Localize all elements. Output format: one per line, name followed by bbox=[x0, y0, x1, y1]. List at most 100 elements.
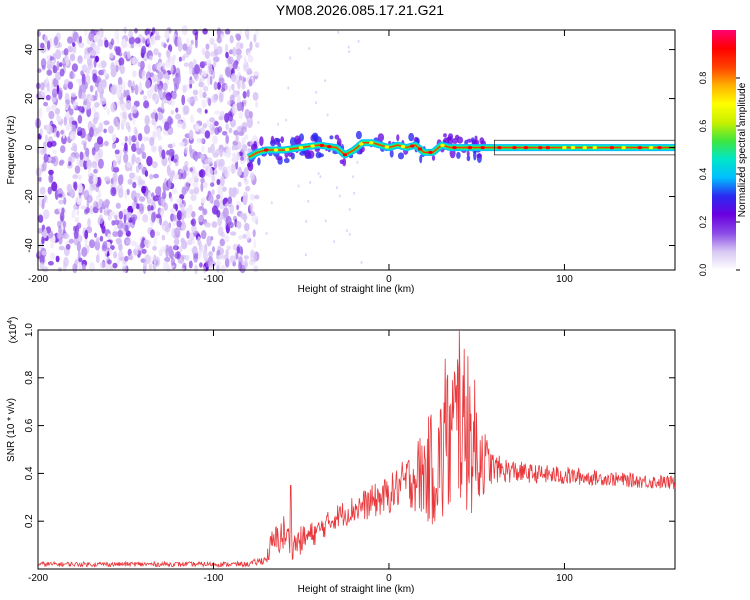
noise-speck bbox=[228, 85, 232, 93]
noise-speck bbox=[239, 264, 246, 274]
noise-speck bbox=[335, 186, 338, 190]
noise-speck bbox=[198, 88, 203, 99]
noise-speck bbox=[43, 101, 49, 107]
noise-speck bbox=[218, 77, 225, 84]
signal-halo bbox=[408, 132, 415, 142]
noise-speck bbox=[125, 224, 129, 233]
noise-speck bbox=[65, 57, 70, 66]
y-tick-label: 0.2 bbox=[24, 514, 35, 528]
noise-speck bbox=[173, 244, 178, 251]
noise-speck bbox=[125, 239, 131, 245]
signal-spot bbox=[417, 147, 423, 151]
noise-speck bbox=[95, 254, 100, 264]
noise-speck bbox=[41, 236, 45, 245]
noise-speck bbox=[207, 63, 213, 71]
noise-speck bbox=[360, 261, 363, 264]
noise-speck bbox=[71, 120, 78, 125]
noise-speck bbox=[118, 65, 122, 71]
noise-speck bbox=[199, 169, 206, 178]
noise-speck bbox=[146, 37, 150, 45]
noise-speck bbox=[239, 212, 246, 219]
noise-speck bbox=[148, 263, 153, 270]
noise-speck bbox=[188, 260, 193, 269]
noise-speck bbox=[175, 107, 179, 113]
noise-speck bbox=[182, 105, 187, 116]
noise-speck bbox=[102, 241, 108, 252]
noise-speck bbox=[96, 136, 104, 145]
noise-speck bbox=[43, 153, 49, 163]
noise-speck bbox=[120, 103, 125, 109]
noise-speck bbox=[92, 174, 98, 185]
noise-speck bbox=[65, 243, 71, 250]
noise-speck bbox=[209, 75, 213, 85]
noise-speck bbox=[173, 238, 180, 246]
noise-speck bbox=[253, 265, 259, 273]
noise-speck bbox=[169, 171, 174, 183]
noise-speck bbox=[49, 252, 56, 260]
noise-speck bbox=[202, 208, 208, 216]
noise-speck bbox=[213, 43, 217, 50]
noise-speck bbox=[232, 61, 238, 70]
signal-spot bbox=[657, 146, 662, 150]
noise-speck bbox=[225, 123, 229, 131]
noise-speck bbox=[146, 155, 153, 167]
noise-speck bbox=[115, 46, 121, 56]
noise-speck bbox=[211, 189, 215, 196]
noise-speck bbox=[128, 36, 135, 45]
noise-speck bbox=[78, 88, 82, 99]
noise-speck bbox=[38, 243, 44, 250]
noise-speck bbox=[74, 152, 80, 159]
noise-speck bbox=[46, 69, 53, 76]
noise-speck bbox=[194, 64, 200, 75]
noise-speck bbox=[270, 201, 273, 205]
colorbar-gradient bbox=[712, 30, 736, 270]
noise-speck bbox=[324, 79, 327, 83]
noise-speck bbox=[46, 141, 53, 148]
noise-speck bbox=[155, 34, 161, 41]
noise-speck bbox=[55, 49, 62, 60]
noise-speck bbox=[252, 229, 256, 238]
noise-speck bbox=[232, 90, 238, 98]
noise-speck bbox=[137, 61, 144, 67]
noise-speck bbox=[204, 243, 208, 252]
signal-spot bbox=[582, 146, 587, 150]
noise-speck bbox=[161, 191, 167, 200]
noise-speck bbox=[232, 152, 236, 159]
noise-speck bbox=[181, 211, 185, 222]
noise-speck bbox=[94, 101, 100, 108]
signal-halo bbox=[251, 143, 258, 151]
noise-speck bbox=[131, 214, 138, 222]
noise-speck bbox=[219, 238, 225, 247]
noise-speck bbox=[46, 63, 53, 70]
noise-speck bbox=[230, 73, 237, 82]
noise-speck bbox=[43, 209, 50, 220]
noise-speck bbox=[200, 197, 206, 204]
noise-speck bbox=[164, 29, 170, 40]
noise-speck bbox=[127, 178, 133, 185]
noise-speck bbox=[157, 52, 162, 58]
noise-speck bbox=[128, 30, 134, 38]
noise-speck bbox=[170, 257, 175, 266]
noise-speck bbox=[63, 48, 69, 56]
noise-speck bbox=[141, 45, 147, 55]
noise-speck bbox=[124, 255, 129, 262]
noise-speck bbox=[225, 51, 229, 59]
noise-speck bbox=[104, 39, 109, 48]
noise-speck bbox=[214, 120, 219, 127]
signal-halo bbox=[377, 133, 385, 142]
noise-speck bbox=[219, 148, 223, 158]
noise-speck bbox=[238, 235, 243, 240]
noise-speck bbox=[141, 152, 147, 159]
noise-speck bbox=[253, 33, 257, 43]
noise-speck bbox=[204, 109, 208, 114]
noise-speck bbox=[131, 190, 137, 201]
noise-speck bbox=[169, 208, 176, 214]
signal-spot bbox=[400, 145, 406, 149]
noise-speck bbox=[149, 136, 155, 147]
noise-speck bbox=[194, 155, 198, 162]
noise-speck bbox=[163, 43, 167, 49]
noise-speck bbox=[333, 240, 335, 244]
noise-speck bbox=[348, 208, 351, 211]
noise-speck bbox=[319, 175, 322, 179]
noise-speck bbox=[228, 127, 233, 134]
